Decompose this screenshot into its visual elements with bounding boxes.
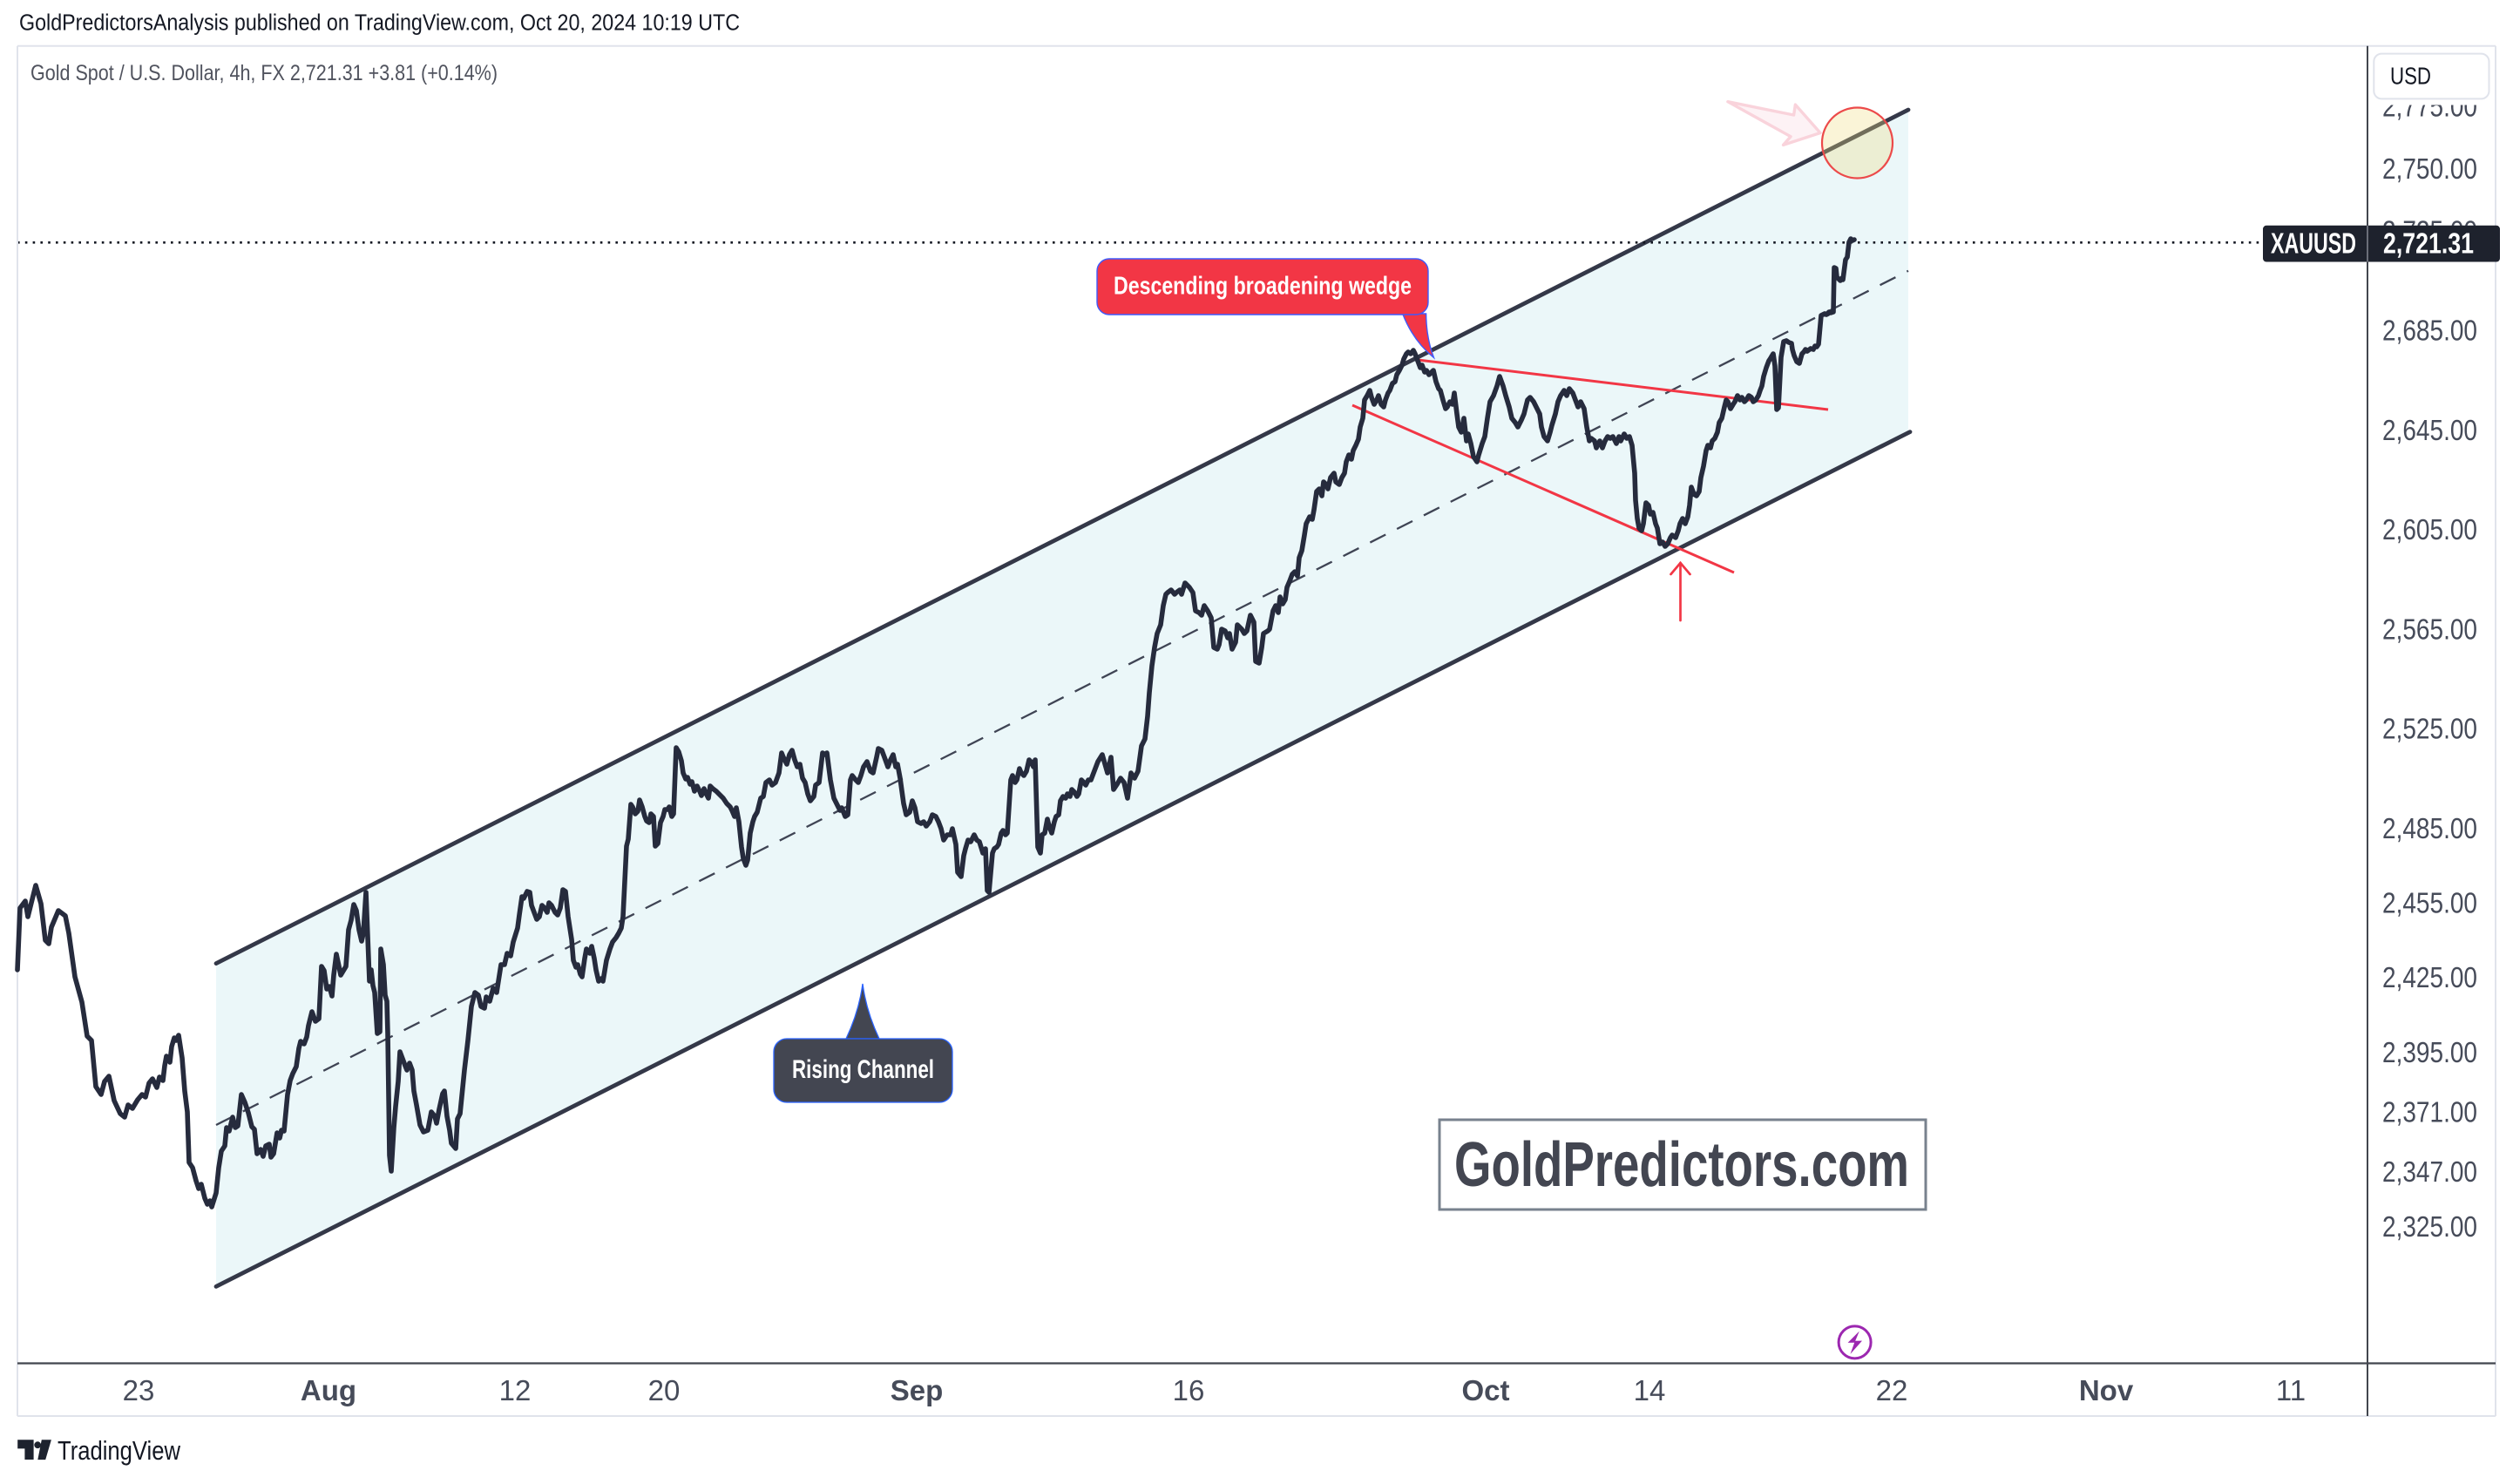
svg-text:2,347.00: 2,347.00 — [2382, 1155, 2477, 1188]
svg-text:XAUUSD: XAUUSD — [2271, 227, 2356, 260]
svg-text:USD: USD — [2390, 63, 2431, 90]
svg-text:23: 23 — [123, 1374, 155, 1406]
svg-text:2,645.00: 2,645.00 — [2382, 414, 2477, 446]
svg-text:Aug: Aug — [301, 1374, 356, 1406]
svg-text:2,685.00: 2,685.00 — [2382, 315, 2477, 347]
svg-text:11: 11 — [2276, 1374, 2306, 1406]
svg-text:GoldPredictorsAnalysis publish: GoldPredictorsAnalysis published on Trad… — [19, 11, 740, 36]
svg-text:GoldPredictors.com: GoldPredictors.com — [1454, 1130, 1909, 1200]
svg-text:2,455.00: 2,455.00 — [2382, 887, 2477, 919]
svg-text:Rising Channel: Rising Channel — [792, 1055, 934, 1084]
svg-text:2,605.00: 2,605.00 — [2382, 513, 2477, 545]
svg-text:2,325.00: 2,325.00 — [2382, 1210, 2477, 1243]
svg-text:2,721.31: 2,721.31 — [2383, 227, 2474, 260]
svg-text:2,395.00: 2,395.00 — [2382, 1036, 2477, 1068]
svg-text:14: 14 — [1634, 1374, 1666, 1406]
svg-text:16: 16 — [1173, 1374, 1205, 1406]
svg-text:12: 12 — [499, 1374, 532, 1406]
svg-text:2,425.00: 2,425.00 — [2382, 961, 2477, 993]
svg-text:2,371.00: 2,371.00 — [2382, 1095, 2477, 1128]
svg-text:TradingView: TradingView — [58, 1435, 181, 1466]
svg-text:2,565.00: 2,565.00 — [2382, 613, 2477, 645]
svg-text:Descending broadening wedge: Descending broadening wedge — [1114, 273, 1412, 301]
svg-text:Gold Spot / U.S. Dollar, 4h, F: Gold Spot / U.S. Dollar, 4h, FX 2,721.31… — [30, 61, 498, 85]
svg-text:Nov: Nov — [2079, 1374, 2134, 1406]
svg-text:2,525.00: 2,525.00 — [2382, 713, 2477, 745]
svg-text:Sep: Sep — [891, 1374, 944, 1406]
svg-text:Oct: Oct — [1461, 1374, 1509, 1406]
svg-text:20: 20 — [648, 1374, 681, 1406]
svg-text:2,485.00: 2,485.00 — [2382, 812, 2477, 844]
svg-text:22: 22 — [1876, 1374, 1908, 1406]
svg-text:2,750.00: 2,750.00 — [2382, 152, 2477, 185]
